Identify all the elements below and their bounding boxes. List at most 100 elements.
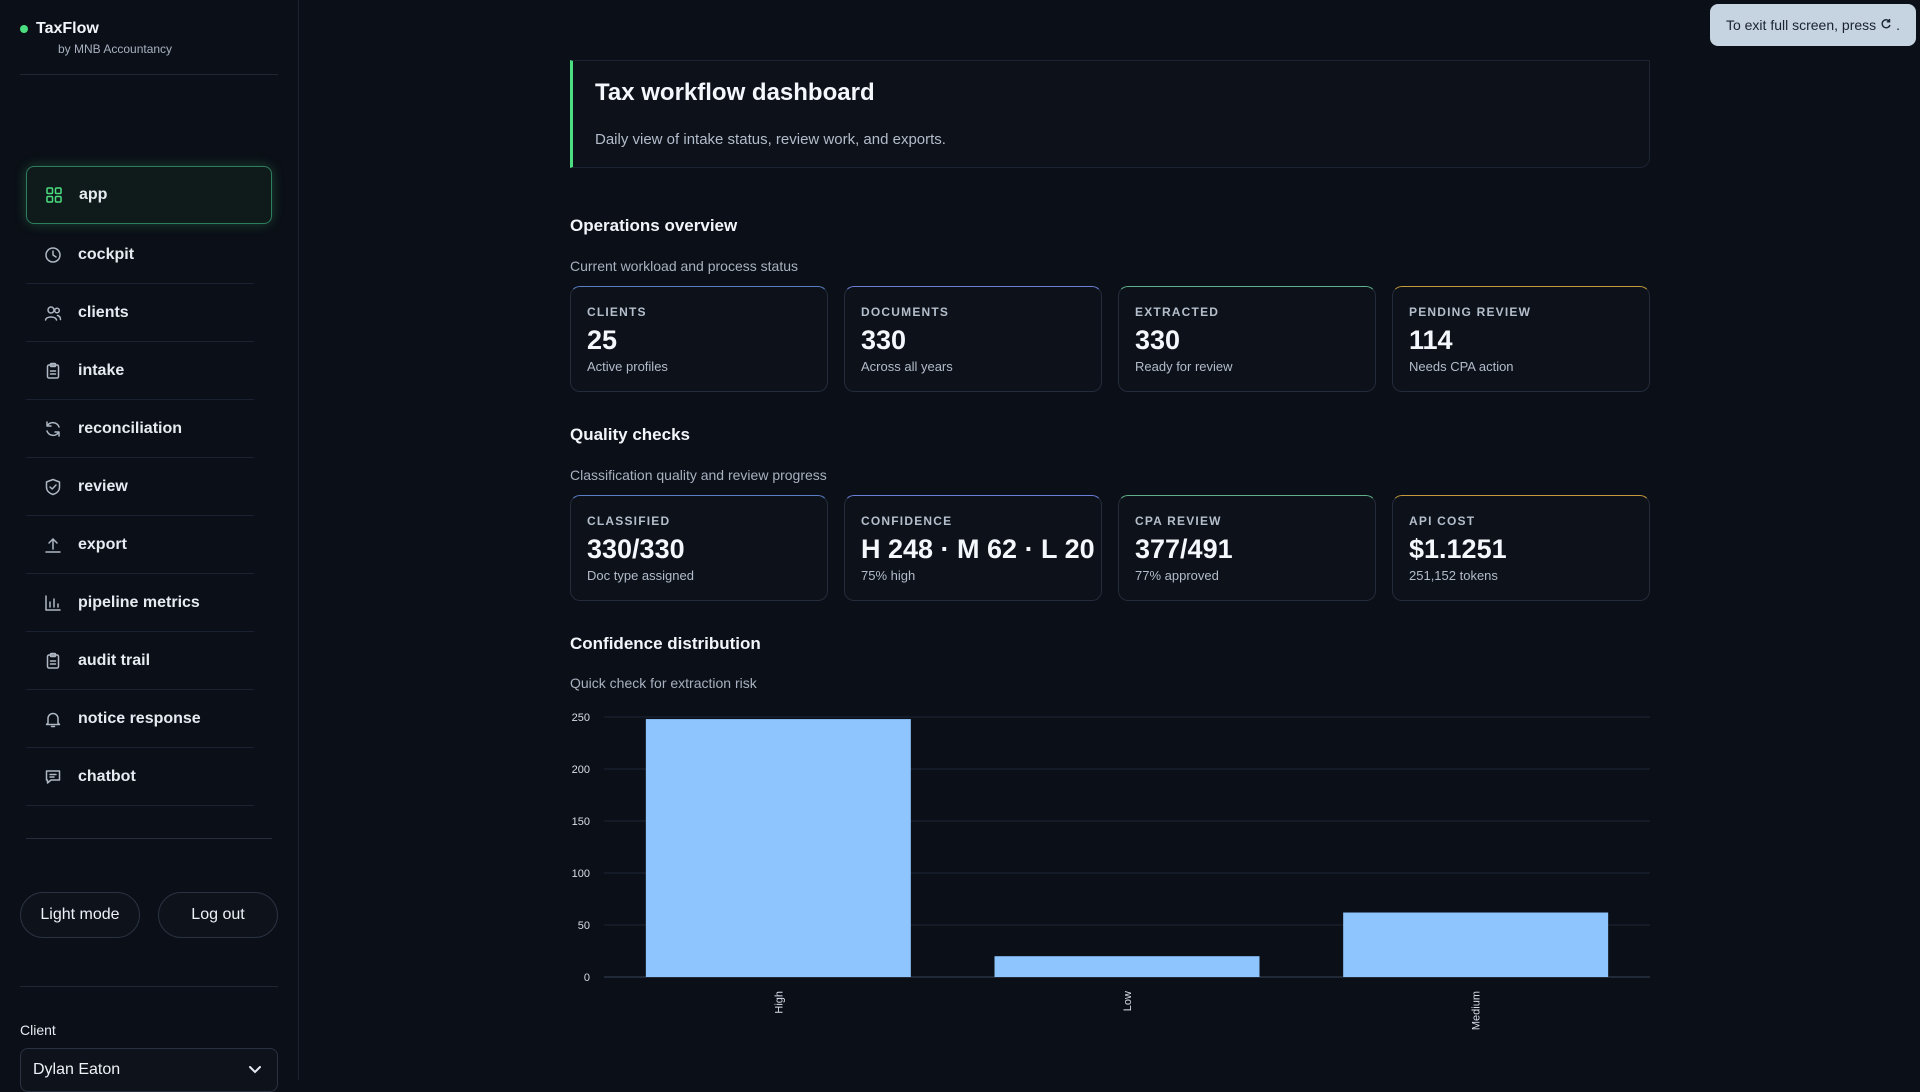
sidebar-item-export[interactable]: export (26, 516, 272, 574)
distribution-subtitle: Quick check for extraction risk (570, 675, 757, 691)
bar-low (994, 956, 1260, 977)
sidebar-item-chatbot[interactable]: chatbot (26, 748, 272, 806)
light-mode-button[interactable]: Light mode (20, 892, 140, 938)
bell-icon (44, 710, 62, 728)
stat-note: Needs CPA action (1409, 359, 1514, 374)
stat-value: 25 (587, 325, 618, 355)
sidebar-item-label: chatbot (78, 768, 136, 785)
logout-button[interactable]: Log out (158, 892, 278, 938)
sidebar-item-notice-response[interactable]: notice response (26, 690, 272, 748)
sidebar-item-clients[interactable]: clients (26, 284, 272, 342)
stat-note: Ready for review (1135, 359, 1233, 374)
client-select[interactable]: Dylan Eaton (20, 1048, 278, 1092)
y-tick-label: 50 (578, 920, 590, 932)
sidebar-item-label: reconciliation (78, 420, 183, 437)
sidebar-item-label: app (79, 186, 108, 203)
sidebar-item-cockpit[interactable]: cockpit (26, 226, 272, 284)
sidebar-item-label: cockpit (78, 246, 135, 263)
divider (26, 457, 254, 458)
bar-high (645, 719, 911, 977)
toast-text: To exit full screen, press (1725, 17, 1877, 33)
brand-name: TaxFlow (36, 20, 99, 37)
sidebar-item-audit-trail[interactable]: audit trail (26, 632, 272, 690)
sidebar: TaxFlow by MNB Accountancy app cockpit cli… (0, 0, 299, 1092)
dashboard-header: Tax workflow dashboard Daily view of int… (570, 60, 1650, 168)
sidebar-item-label: pipeline metrics (78, 594, 200, 611)
esc-key-icon (1880, 17, 1892, 33)
stat-label: CLIENTS (587, 305, 647, 319)
grid-icon (45, 186, 63, 204)
distribution-title: Confidence distribution (570, 634, 761, 653)
divider (26, 631, 254, 632)
divider (26, 689, 254, 690)
sidebar-nav: app cockpit clients intake reconciliation rev… (26, 166, 272, 806)
stat-label: PENDING REVIEW (1409, 305, 1532, 319)
stat-value: 330 (1135, 325, 1181, 355)
stat-value: 330 (861, 325, 907, 355)
sidebar-item-label: audit trail (78, 652, 151, 669)
sidebar-item-label: clients (78, 304, 129, 321)
stat-value: 330/330 (587, 534, 685, 564)
stat-value: 114 (1409, 325, 1453, 355)
stat-card-pending-review: PENDING REVIEW 114 Needs CPA action (1392, 286, 1650, 392)
divider (26, 573, 254, 574)
divider (26, 805, 254, 806)
upload-icon (44, 536, 62, 554)
sidebar-item-review[interactable]: review (26, 458, 272, 516)
status-dot-icon (20, 25, 28, 33)
clock-icon (44, 246, 62, 264)
sidebar-item-label: review (78, 478, 128, 495)
message-icon (44, 768, 62, 786)
users-icon (44, 304, 62, 322)
sidebar-item-pipeline-metrics[interactable]: pipeline metrics (26, 574, 272, 632)
stat-card-classified: CLASSIFIED 330/330 Doc type assigned (570, 495, 828, 601)
client-label: Client (20, 1022, 56, 1038)
sidebar-item-label: intake (78, 362, 125, 379)
stat-label: CLASSIFIED (587, 514, 671, 528)
y-tick-label: 0 (584, 972, 590, 984)
quality-subtitle: Classification quality and review progre… (570, 467, 827, 483)
divider (26, 838, 272, 839)
stat-note: Active profiles (587, 359, 668, 374)
sidebar-item-label: export (78, 536, 127, 553)
bar-medium (1343, 912, 1609, 977)
divider (26, 283, 254, 284)
shield-icon (44, 478, 62, 496)
stat-label: API COST (1409, 514, 1476, 528)
sidebar-item-intake[interactable]: intake (26, 342, 272, 400)
divider (26, 747, 254, 748)
stat-card-confidence: CONFIDENCE H 248 · M 62 · L 20 75% high (844, 495, 1102, 601)
page-subtitle: Daily view of intake status, review work… (595, 131, 946, 148)
page-title: Tax workflow dashboard (595, 79, 875, 106)
stat-card-cpa-review: CPA REVIEW 377/491 77% approved (1118, 495, 1376, 601)
y-tick-label: 150 (572, 816, 590, 828)
sidebar-item-reconciliation[interactable]: reconciliation (26, 400, 272, 458)
sidebar-item-label: notice response (78, 710, 201, 727)
stat-label: CPA REVIEW (1135, 514, 1222, 528)
stat-note: 75% high (861, 568, 916, 583)
brand-subtitle: by MNB Accountancy (58, 42, 173, 56)
sidebar-item-app[interactable]: app (26, 166, 272, 224)
clipboard-icon (44, 362, 62, 380)
stat-label: CONFIDENCE (861, 514, 953, 528)
x-tick-label: High (773, 991, 785, 1014)
confidence-bar-chart: 0 50 100 150 200 250 High Low Medium (572, 712, 1650, 1030)
operations-title: Operations overview (570, 216, 738, 235)
stat-note: Across all years (861, 359, 953, 374)
divider (26, 341, 254, 342)
y-tick-label: 100 (572, 868, 590, 880)
divider (26, 515, 254, 516)
stat-note: 77% approved (1135, 568, 1219, 583)
stat-value: $1.1251 (1409, 534, 1507, 564)
stat-card-api-cost: API COST $1.1251 251,152 tokens (1392, 495, 1650, 601)
quality-title: Quality checks (570, 425, 691, 444)
operations-subtitle: Current workload and process status (570, 258, 798, 274)
divider (20, 74, 278, 75)
divider (26, 399, 254, 400)
y-tick-label: 200 (572, 764, 590, 776)
bar-chart-icon (44, 594, 62, 612)
stat-label: DOCUMENTS (861, 305, 950, 319)
client-select-value: Dylan Eaton (33, 1061, 121, 1078)
refresh-icon (44, 420, 62, 438)
stat-card-extracted: EXTRACTED 330 Ready for review (1118, 286, 1376, 392)
